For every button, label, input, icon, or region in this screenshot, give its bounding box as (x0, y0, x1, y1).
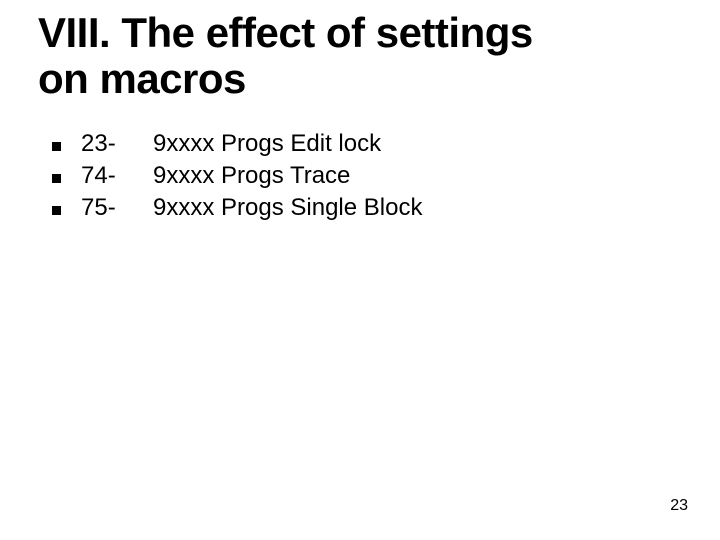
item-description: 9xxxx Progs Trace (153, 162, 350, 190)
item-code: 75- (81, 194, 153, 222)
square-bullet-icon (52, 174, 61, 183)
list-item: 75- 9xxxx Progs Single Block (52, 194, 422, 222)
title-line-1: VIII. The effect of settings (38, 9, 533, 56)
bullet-list: 23- 9xxxx Progs Edit lock 74- 9xxxx Prog… (52, 130, 422, 226)
square-bullet-icon (52, 142, 61, 151)
title-line-2: on macros (38, 55, 246, 102)
list-item: 23- 9xxxx Progs Edit lock (52, 130, 422, 158)
item-description: 9xxxx Progs Single Block (153, 194, 422, 222)
slide-title: VIII. The effect of settings on macros (38, 10, 533, 102)
item-code: 23- (81, 130, 153, 158)
item-description: 9xxxx Progs Edit lock (153, 130, 381, 158)
page-number: 23 (670, 497, 688, 515)
list-item: 74- 9xxxx Progs Trace (52, 162, 422, 190)
item-code: 74- (81, 162, 153, 190)
square-bullet-icon (52, 206, 61, 215)
